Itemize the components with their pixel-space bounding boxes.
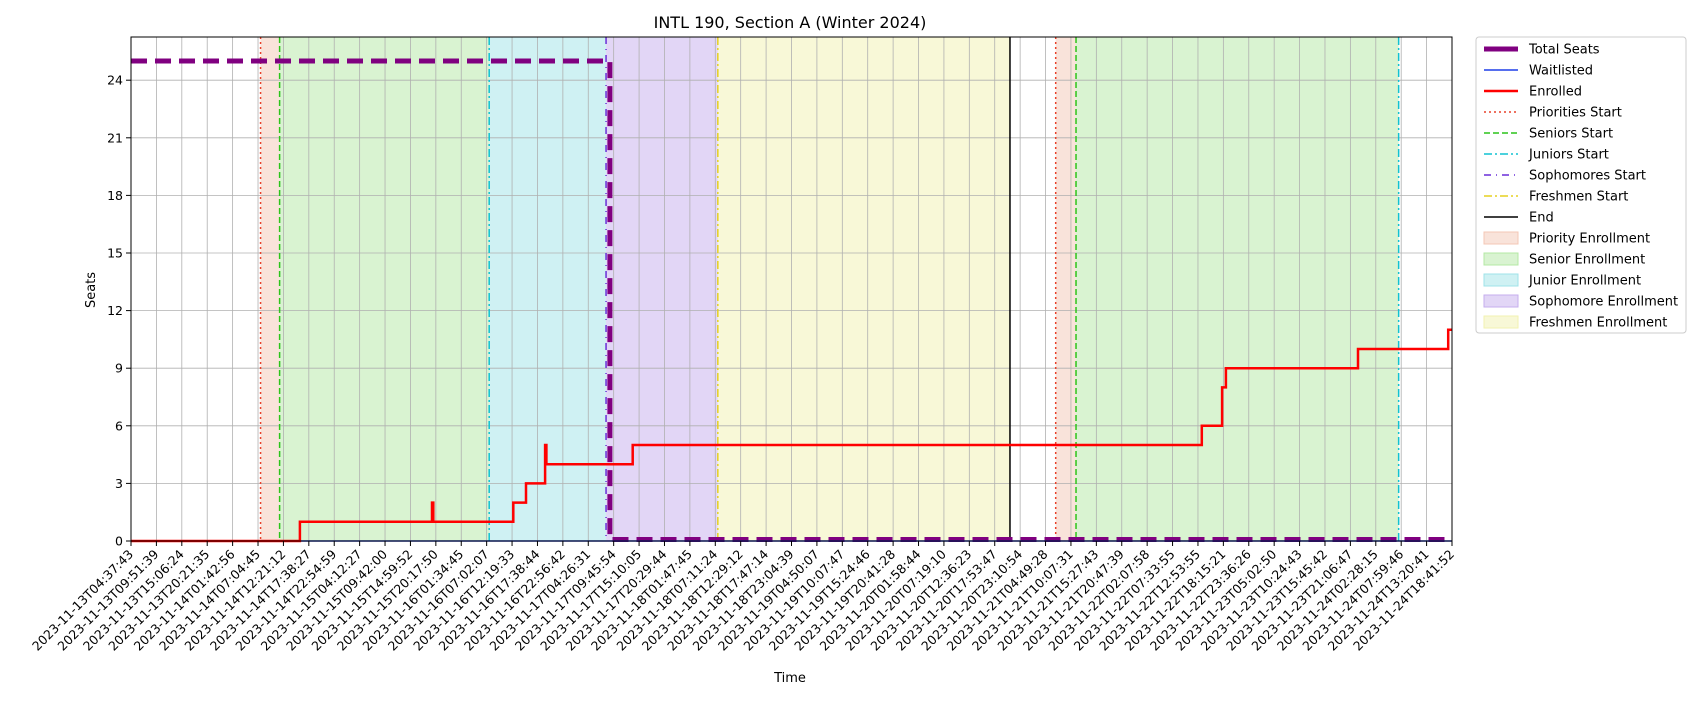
legend: Total Seats Waitlisted Enrolled Priorities … bbox=[1475, 36, 1687, 334]
legend-label: Enrolled bbox=[1529, 85, 1582, 100]
y-tick-label: 18 bbox=[107, 188, 123, 203]
phase-band-1 bbox=[279, 37, 490, 541]
legend-label: Sophomores Start bbox=[1529, 169, 1646, 184]
y-tick-label: 6 bbox=[115, 418, 123, 433]
y-axis-label: Seats bbox=[84, 272, 99, 308]
y-tick-label: 3 bbox=[115, 476, 123, 491]
phase-markers bbox=[259, 37, 1400, 541]
legend-label: Seniors Start bbox=[1529, 127, 1613, 142]
legend-label: Freshmen Start bbox=[1529, 190, 1628, 205]
y-tick-label: 21 bbox=[107, 130, 123, 145]
y-tick-label: 15 bbox=[107, 246, 123, 261]
chart-title: INTL 190, Section A (Winter 2024) bbox=[654, 13, 927, 32]
legend-label: Junior Enrollment bbox=[1528, 274, 1641, 289]
legend-label: Juniors Start bbox=[1528, 148, 1609, 163]
legend-label: Total Seats bbox=[1528, 43, 1600, 58]
legend-label: End bbox=[1529, 211, 1554, 226]
legend-swatch bbox=[1483, 315, 1519, 329]
phase-band-0 bbox=[260, 37, 280, 541]
legend-label: Priorities Start bbox=[1529, 106, 1622, 121]
phase-bands bbox=[260, 37, 1399, 541]
legend-label: Senior Enrollment bbox=[1529, 253, 1645, 268]
grid bbox=[130, 37, 1453, 542]
x-axis-label: Time bbox=[773, 671, 806, 686]
legend-box bbox=[1475, 36, 1687, 334]
legend-label: Waitlisted bbox=[1529, 64, 1593, 79]
series-line bbox=[131, 58, 1452, 542]
y-tick-label: 12 bbox=[107, 303, 123, 318]
x-axis-ticks: 2023-11-13T04:37:432023-11-13T09:51:3920… bbox=[29, 541, 1457, 654]
legend-swatch bbox=[1483, 252, 1519, 266]
legend-swatch bbox=[1483, 294, 1519, 308]
y-tick-label: 9 bbox=[115, 361, 123, 376]
phase-band-4 bbox=[717, 37, 1010, 541]
legend-label: Sophomore Enrollment bbox=[1529, 295, 1678, 310]
y-tick-label: 24 bbox=[107, 73, 123, 88]
phase-band-3 bbox=[606, 37, 718, 541]
series-line bbox=[131, 328, 1452, 543]
legend-label: Priority Enrollment bbox=[1529, 232, 1650, 247]
y-tick-label: 0 bbox=[115, 534, 123, 549]
y-axis-ticks: 0 3 6 9 12 15 18 21 24 bbox=[107, 73, 131, 549]
phase-band-5 bbox=[1055, 37, 1077, 541]
phase-band-6 bbox=[1076, 37, 1399, 541]
legend-label: Freshmen Enrollment bbox=[1529, 316, 1667, 331]
legend-swatch bbox=[1483, 231, 1519, 245]
legend-swatch bbox=[1483, 273, 1519, 287]
